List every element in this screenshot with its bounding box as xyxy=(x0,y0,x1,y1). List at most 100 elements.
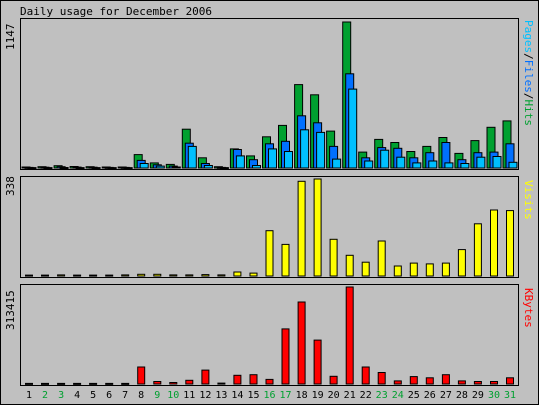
bar-visits-day-13 xyxy=(217,274,226,277)
day-label-2: 2 xyxy=(42,390,48,401)
day-label-31: 31 xyxy=(504,390,516,401)
bar-visits-day-6 xyxy=(105,274,114,277)
bar-kbytes-day-10 xyxy=(169,382,178,385)
day-label-10: 10 xyxy=(167,390,179,401)
bar-pages-day-22 xyxy=(364,160,374,169)
bar-pages-day-5 xyxy=(91,167,101,170)
bar-visits-day-9 xyxy=(153,273,162,277)
bar-kbytes-day-2 xyxy=(41,382,49,385)
day-label-25: 25 xyxy=(408,390,420,401)
hits-axis-max: 1147 xyxy=(4,24,17,51)
bar-pages-day-25 xyxy=(412,162,422,169)
bar-visits-day-25 xyxy=(409,262,418,277)
bar-pages-day-31 xyxy=(508,161,518,169)
bar-kbytes-day-11 xyxy=(185,379,194,385)
bar-kbytes-day-30 xyxy=(490,381,498,385)
bar-kbytes-day-24 xyxy=(393,380,402,385)
bar-visits-day-26 xyxy=(425,263,434,277)
bar-kbytes-day-4 xyxy=(73,382,82,385)
bar-pages-day-18 xyxy=(300,129,310,169)
bar-visits-day-22 xyxy=(361,261,370,277)
bar-kbytes-day-14 xyxy=(233,374,242,385)
bar-visits-day-2 xyxy=(41,274,49,277)
kbytes-axis-max: 313415 xyxy=(4,290,17,330)
bar-pages-day-4 xyxy=(75,167,85,170)
bar-visits-day-17 xyxy=(281,243,290,277)
day-label-26: 26 xyxy=(424,390,436,401)
bar-kbytes-day-16 xyxy=(265,378,274,385)
bar-visits-day-31 xyxy=(506,210,514,277)
bar-pages-day-16 xyxy=(268,148,277,169)
bar-pages-day-21 xyxy=(348,88,358,169)
bar-kbytes-day-20 xyxy=(329,375,338,385)
bar-visits-day-16 xyxy=(265,230,274,277)
bar-kbytes-day-27 xyxy=(441,374,450,385)
bar-visits-day-19 xyxy=(313,178,322,277)
bar-visits-day-10 xyxy=(169,274,178,277)
bar-pages-day-7 xyxy=(123,167,133,170)
visits-axis-max: 338 xyxy=(4,176,17,196)
bar-visits-day-1 xyxy=(25,274,33,277)
bar-visits-day-24 xyxy=(393,265,402,277)
bar-pages-day-30 xyxy=(492,156,502,169)
legend-files: Files xyxy=(522,60,535,93)
bar-pages-day-14 xyxy=(235,155,245,169)
kbytes-bars xyxy=(25,286,514,385)
bar-pages-day-1 xyxy=(27,167,37,170)
bar-kbytes-day-7 xyxy=(121,382,130,385)
day-label-30: 30 xyxy=(488,390,500,401)
bar-pages-day-2 xyxy=(43,167,53,170)
bar-visits-day-21 xyxy=(345,254,354,277)
day-label-6: 6 xyxy=(106,390,112,401)
day-label-13: 13 xyxy=(215,390,227,401)
bar-kbytes-day-25 xyxy=(409,376,418,385)
bar-pages-day-28 xyxy=(460,163,470,169)
bar-visits-day-3 xyxy=(57,274,66,277)
bar-pages-day-11 xyxy=(187,145,197,169)
bar-visits-day-29 xyxy=(473,223,482,277)
day-label-14: 14 xyxy=(231,390,243,401)
day-label-5: 5 xyxy=(90,390,96,401)
bar-pages-day-27 xyxy=(444,162,454,169)
bar-pages-day-8 xyxy=(139,163,149,169)
day-label-11: 11 xyxy=(183,390,195,401)
bar-kbytes-day-13 xyxy=(217,382,226,385)
day-label-28: 28 xyxy=(456,390,468,401)
day-label-12: 12 xyxy=(199,390,211,401)
bar-kbytes-day-28 xyxy=(457,380,466,385)
bar-kbytes-day-6 xyxy=(105,382,114,385)
bar-pages-day-13 xyxy=(219,167,229,170)
legend-hits: Hits xyxy=(522,100,535,127)
day-label-21: 21 xyxy=(344,390,356,401)
day-label-20: 20 xyxy=(328,390,340,401)
bar-visits-day-30 xyxy=(490,209,498,277)
bar-pages-day-9 xyxy=(155,165,165,169)
bar-kbytes-day-19 xyxy=(313,339,322,385)
bar-pages-day-17 xyxy=(284,151,293,169)
hits-legend: Pages/Files/Hits xyxy=(522,20,535,126)
day-label-18: 18 xyxy=(296,390,308,401)
bar-visits-day-15 xyxy=(249,272,258,277)
bar-visits-day-4 xyxy=(73,274,82,277)
bar-kbytes-day-8 xyxy=(137,366,146,385)
day-label-19: 19 xyxy=(312,390,324,401)
legend-pages: Pages xyxy=(522,20,535,53)
bar-kbytes-day-29 xyxy=(473,381,482,385)
bar-pages-day-19 xyxy=(316,131,326,169)
day-label-1: 1 xyxy=(26,390,32,401)
bar-kbytes-day-18 xyxy=(297,301,306,385)
bar-pages-day-12 xyxy=(203,165,213,169)
bar-kbytes-day-9 xyxy=(153,381,162,385)
day-label-4: 4 xyxy=(74,390,80,401)
bar-visits-day-28 xyxy=(457,249,466,277)
bar-visits-day-5 xyxy=(89,274,98,277)
bar-pages-day-20 xyxy=(332,158,342,169)
bar-pages-day-10 xyxy=(171,166,181,169)
bar-kbytes-day-26 xyxy=(425,377,434,385)
bar-pages-day-15 xyxy=(252,165,261,169)
day-label-27: 27 xyxy=(440,390,452,401)
day-label-9: 9 xyxy=(154,390,160,401)
bar-visits-day-12 xyxy=(201,274,210,277)
bar-kbytes-day-23 xyxy=(377,372,386,385)
